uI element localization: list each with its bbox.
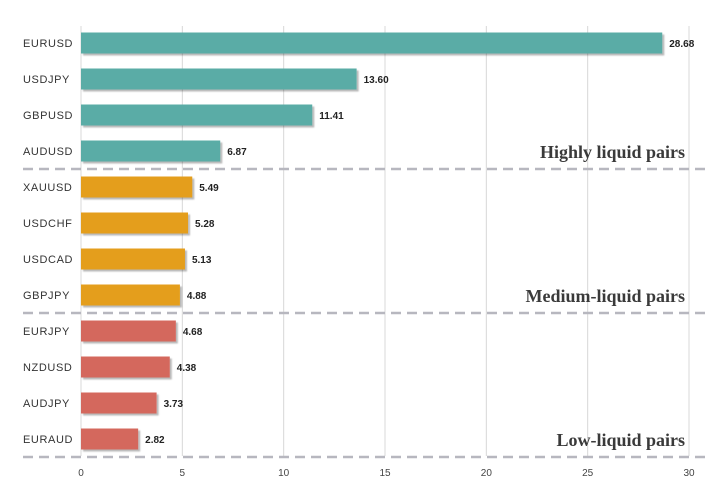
category-label-audjpy: AUDJPY [23, 398, 70, 410]
bar-eurusd [81, 32, 663, 54]
bar-audjpy [81, 392, 157, 414]
category-label-usdcad: USDCAD [23, 254, 73, 266]
category-label-nzdusd: NZDUSD [23, 362, 72, 374]
bar-audusd [81, 140, 221, 162]
value-label-nzdusd: 4.38 [177, 363, 197, 374]
bar-gbpusd [81, 104, 313, 126]
category-label-usdjpy: USDJPY [23, 74, 70, 86]
category-label-xauusd: XAUUSD [23, 182, 72, 194]
x-tick-label: 0 [78, 468, 84, 479]
group-label: Low-liquid pairs [556, 430, 685, 450]
bar-nzdusd [81, 356, 170, 378]
value-label-usdjpy: 13.60 [364, 75, 389, 86]
bar-xauusd [81, 176, 193, 198]
x-tick-label: 5 [180, 468, 186, 479]
value-label-audusd: 6.87 [227, 147, 247, 158]
category-label-eurjpy: EURJPY [23, 326, 70, 338]
category-label-gbpjpy: GBPJPY [23, 290, 70, 302]
bars [81, 32, 663, 450]
group-label: Highly liquid pairs [540, 142, 685, 162]
group-separators [23, 167, 705, 459]
category-label-eurusd: EURUSD [23, 38, 73, 50]
bar-usdcad [81, 248, 185, 270]
bar-usdchf [81, 212, 189, 234]
category-label-usdchf: USDCHF [23, 218, 72, 230]
x-tick-label: 30 [683, 468, 695, 479]
group-label: Medium-liquid pairs [525, 286, 685, 306]
category-label-audusd: AUDUSD [23, 146, 73, 158]
bar-usdjpy [81, 68, 357, 90]
value-label-audjpy: 3.73 [164, 399, 184, 410]
gridlines [80, 26, 690, 456]
value-label-gbpjpy: 4.88 [187, 291, 207, 302]
value-label-eurusd: 28.68 [669, 39, 694, 50]
x-tick-label: 20 [481, 468, 493, 479]
category-label-euraud: EURAUD [23, 434, 73, 446]
x-tick-label: 25 [582, 468, 594, 479]
value-label-usdchf: 5.28 [195, 219, 215, 230]
bar-gbpjpy [81, 284, 180, 306]
value-label-usdcad: 5.13 [192, 255, 212, 266]
bar-eurjpy [81, 320, 176, 342]
value-label-xauusd: 5.49 [199, 183, 219, 194]
value-label-gbpusd: 11.41 [319, 111, 344, 122]
value-label-euraud: 2.82 [145, 435, 165, 446]
labels: 0 5 10 15 20 25 30 EURUSD 28.68 USDJPY 13.60 GBPUSD… [23, 38, 695, 479]
bar-euraud [81, 428, 139, 450]
value-label-eurjpy: 4.68 [183, 327, 203, 338]
x-tick-label: 10 [278, 468, 290, 479]
x-tick-label: 15 [379, 468, 391, 479]
category-label-gbpusd: GBPUSD [23, 110, 73, 122]
